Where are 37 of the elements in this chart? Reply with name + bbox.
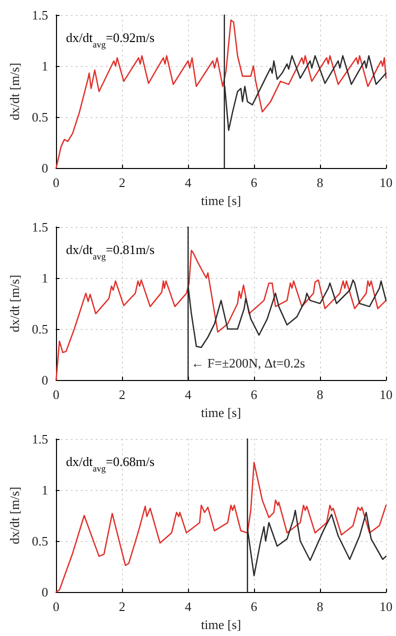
x-tick-label: 2 bbox=[118, 387, 126, 402]
y-tick-label: 0.5 bbox=[32, 110, 48, 124]
x-tick-label: 0 bbox=[52, 599, 60, 614]
y-axis-title: dx/dt [m/s] bbox=[7, 62, 22, 120]
y-tick-label: 1.5 bbox=[32, 220, 48, 234]
x-tick-label: 4 bbox=[184, 175, 192, 190]
y-tick-label: 0 bbox=[42, 584, 48, 600]
x-tick-label: 8 bbox=[316, 599, 324, 614]
x-axis-title: time [s] bbox=[201, 404, 242, 420]
x-tick-label: 6 bbox=[250, 175, 258, 190]
x-tick-label: 8 bbox=[316, 387, 324, 402]
y-tick-label: 1 bbox=[42, 58, 48, 74]
annotation: ← F=±200N, Δt=0.2s bbox=[191, 356, 306, 371]
x-tick-label: 8 bbox=[316, 175, 324, 190]
x-tick-label: 6 bbox=[250, 387, 258, 402]
x-tick-label: 0 bbox=[52, 387, 60, 402]
y-tick-label: 0.5 bbox=[32, 322, 48, 336]
x-tick-label: 4 bbox=[184, 387, 192, 402]
y-tick-label: 1 bbox=[42, 270, 48, 286]
y-tick-label: 1 bbox=[42, 482, 48, 498]
x-axis-title: time [s] bbox=[201, 192, 242, 208]
y-tick-label: 1.5 bbox=[32, 432, 48, 446]
x-tick-label: 4 bbox=[184, 599, 192, 614]
y-tick-label: 1.5 bbox=[32, 8, 48, 22]
x-tick-label: 6 bbox=[250, 599, 258, 614]
y-axis-title: dx/dt [m/s] bbox=[7, 486, 22, 544]
y-tick-label: 0 bbox=[42, 160, 48, 176]
y-tick-label: 0.5 bbox=[32, 534, 48, 548]
x-axis-title: time [s] bbox=[201, 616, 242, 632]
y-tick-label: 0 bbox=[42, 372, 48, 388]
x-tick-label: 10 bbox=[380, 387, 392, 402]
x-tick-label: 0 bbox=[52, 175, 60, 190]
x-tick-label: 2 bbox=[118, 175, 126, 190]
y-axis-title: dx/dt [m/s] bbox=[7, 274, 22, 332]
x-tick-label: 10 bbox=[380, 599, 392, 614]
x-tick-label: 10 bbox=[380, 175, 392, 190]
x-tick-label: 2 bbox=[118, 599, 126, 614]
